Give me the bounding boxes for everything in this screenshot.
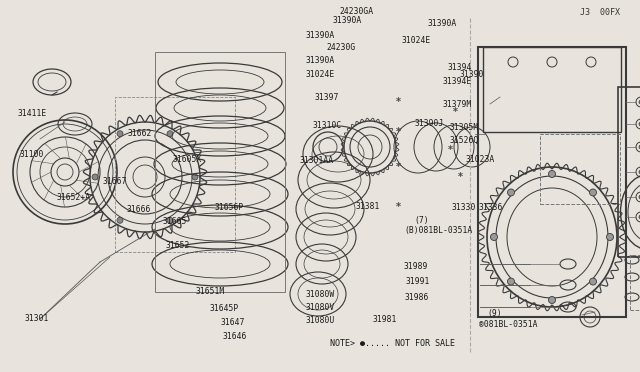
Circle shape <box>639 145 640 149</box>
Text: 24230G: 24230G <box>326 43 356 52</box>
Circle shape <box>167 131 173 137</box>
Text: 31665: 31665 <box>163 217 187 226</box>
Text: *: * <box>396 97 401 107</box>
Text: 31381: 31381 <box>356 202 380 211</box>
Text: 31310C: 31310C <box>312 121 342 130</box>
Text: 31652: 31652 <box>165 241 189 250</box>
Circle shape <box>490 234 497 241</box>
Text: 31652+A: 31652+A <box>56 193 90 202</box>
Text: 31330: 31330 <box>452 203 476 212</box>
Text: *: * <box>396 162 401 172</box>
Bar <box>115 97 235 252</box>
Circle shape <box>117 131 123 137</box>
Circle shape <box>192 174 198 180</box>
Text: 31024E: 31024E <box>402 36 431 45</box>
Bar <box>155 52 285 292</box>
Text: 31390: 31390 <box>460 70 484 79</box>
Text: J3  00FX: J3 00FX <box>580 7 620 16</box>
Text: 31411E: 31411E <box>18 109 47 118</box>
Text: 31526Q: 31526Q <box>449 136 479 145</box>
Circle shape <box>92 174 98 180</box>
Text: 31390A: 31390A <box>428 19 457 28</box>
Text: *: * <box>396 127 401 137</box>
Text: *: * <box>452 107 458 117</box>
Bar <box>630 255 640 310</box>
Text: 31390A: 31390A <box>305 31 335 40</box>
Text: 31656P: 31656P <box>214 203 244 212</box>
Text: (9): (9) <box>488 310 502 318</box>
Text: 31336: 31336 <box>479 203 503 212</box>
Text: 31390A: 31390A <box>305 56 335 65</box>
Circle shape <box>639 122 640 126</box>
Text: ®081BL-0351A: ®081BL-0351A <box>479 320 537 329</box>
Text: 31666: 31666 <box>127 205 151 214</box>
Text: 31024E: 31024E <box>305 70 335 79</box>
Circle shape <box>548 170 556 177</box>
Text: 31023A: 31023A <box>466 155 495 164</box>
Text: 31394E: 31394E <box>443 77 472 86</box>
Circle shape <box>639 195 640 199</box>
Text: *: * <box>458 172 463 182</box>
Text: 31647: 31647 <box>220 318 244 327</box>
Text: NOTE> ●..... NOT FOR SALE: NOTE> ●..... NOT FOR SALE <box>330 340 455 349</box>
Circle shape <box>589 278 596 285</box>
Text: 31301: 31301 <box>24 314 49 323</box>
Text: *: * <box>396 202 401 212</box>
Circle shape <box>167 217 173 223</box>
Text: 31397: 31397 <box>315 93 339 102</box>
Text: 24230GA: 24230GA <box>339 7 373 16</box>
Text: 31986: 31986 <box>404 293 429 302</box>
Text: 31080U: 31080U <box>306 316 335 325</box>
Text: (B)081BL-0351A: (B)081BL-0351A <box>404 226 473 235</box>
Text: *: * <box>447 145 452 155</box>
Text: 31100: 31100 <box>19 150 44 159</box>
Text: 31301AA: 31301AA <box>300 156 333 165</box>
Text: 31981: 31981 <box>372 315 397 324</box>
Text: 31605X: 31605X <box>173 155 202 164</box>
Text: 31667: 31667 <box>102 177 127 186</box>
Bar <box>483 47 621 132</box>
Text: 31379M: 31379M <box>443 100 472 109</box>
Circle shape <box>508 278 515 285</box>
Text: 31394: 31394 <box>448 63 472 72</box>
Text: 31989: 31989 <box>403 262 428 271</box>
Circle shape <box>639 170 640 174</box>
Bar <box>478 47 626 317</box>
Text: 31646: 31646 <box>223 332 247 341</box>
Circle shape <box>589 189 596 196</box>
Circle shape <box>607 234 614 241</box>
Text: 31645P: 31645P <box>210 304 239 312</box>
Circle shape <box>508 189 515 196</box>
Text: 31991: 31991 <box>406 277 430 286</box>
Bar <box>618 87 640 257</box>
Circle shape <box>117 217 123 223</box>
Text: 31390J: 31390J <box>415 119 444 128</box>
Circle shape <box>639 215 640 219</box>
Text: 31662: 31662 <box>128 129 152 138</box>
Text: 31390A: 31390A <box>333 16 362 25</box>
Bar <box>540 134 620 204</box>
Text: 31080V: 31080V <box>306 303 335 312</box>
Text: 31305M: 31305M <box>449 123 479 132</box>
Circle shape <box>548 296 556 304</box>
Text: 31080W: 31080W <box>306 290 335 299</box>
Text: 31651M: 31651M <box>195 287 225 296</box>
Circle shape <box>639 100 640 104</box>
Text: (7): (7) <box>415 216 429 225</box>
